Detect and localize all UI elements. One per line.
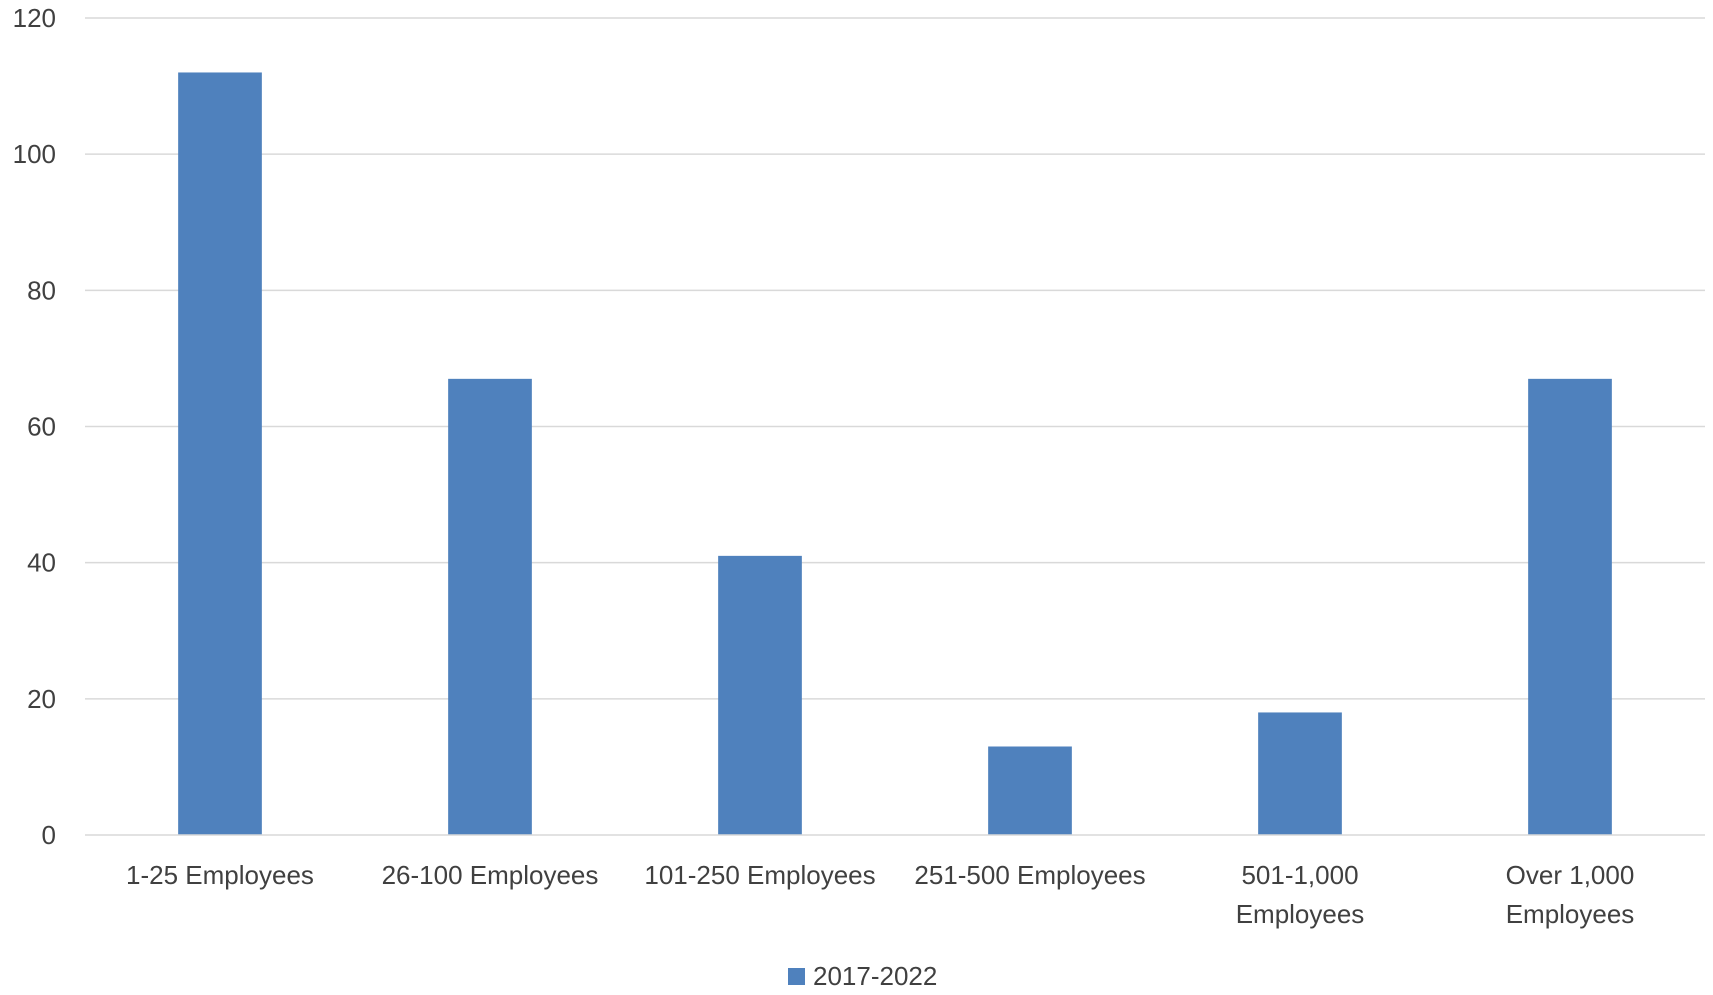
legend-label: 2017-2022 xyxy=(813,961,937,990)
x-tick-label: 101-250 Employees xyxy=(644,860,875,890)
bar-series xyxy=(178,72,1612,835)
bar xyxy=(1528,378,1612,835)
bar xyxy=(988,746,1072,835)
x-tick-label: 501-1,000 Employees xyxy=(1236,860,1365,929)
y-tick-label: 120 xyxy=(13,3,56,33)
x-tick-label: 26-100 Employees xyxy=(382,860,599,890)
y-tick-label: 0 xyxy=(42,820,56,850)
gridlines xyxy=(85,17,1705,700)
bar xyxy=(448,378,532,835)
bar xyxy=(178,72,262,835)
bar xyxy=(718,555,802,835)
y-axis-tick-labels: 0 20 40 60 80 100 120 xyxy=(13,3,56,850)
y-tick-label: 40 xyxy=(27,548,56,578)
legend-swatch xyxy=(788,968,805,985)
x-axis-tick-labels: 1-25 Employees 26-100 Employees 101-250 Em… xyxy=(126,860,1634,929)
x-tick-label: 251-500 Employees xyxy=(914,860,1145,890)
x-tick-label: Over 1,000 Employees xyxy=(1506,860,1635,929)
y-tick-label: 60 xyxy=(27,412,56,442)
y-tick-label: 20 xyxy=(27,684,56,714)
y-tick-label: 80 xyxy=(27,275,56,305)
bar xyxy=(1258,712,1342,835)
legend: 2017-2022 xyxy=(788,961,937,991)
y-tick-label: 100 xyxy=(13,139,56,169)
x-tick-label: 1-25 Employees xyxy=(126,860,314,890)
